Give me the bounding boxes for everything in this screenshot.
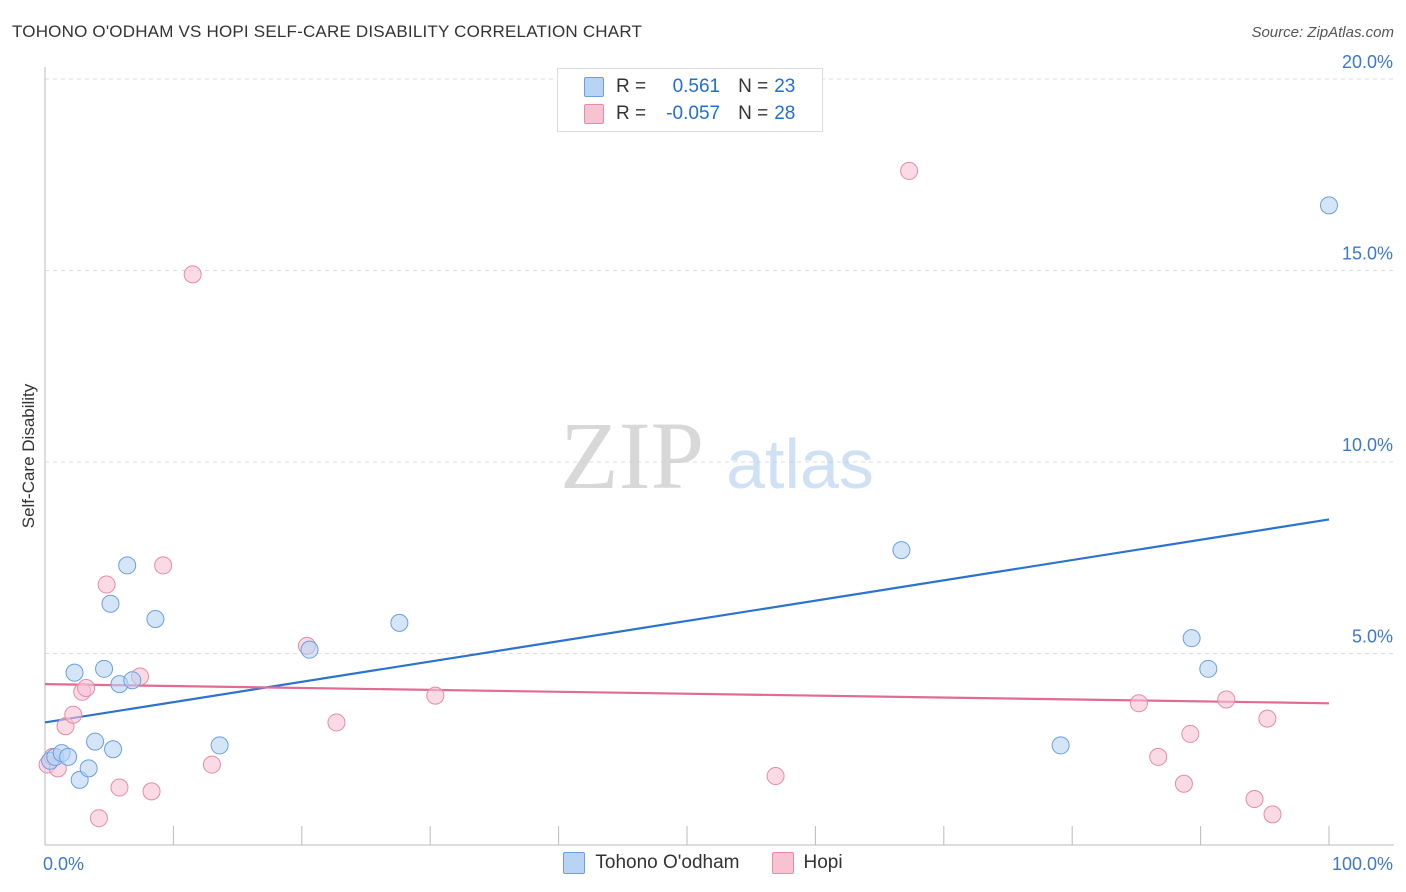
legend-swatch-hopi [584,104,604,124]
series-swatch-hopi [771,852,794,874]
legend-n-value-tohono: 23 [774,76,796,97]
point-tohono [101,594,120,613]
point-tohono [210,736,229,755]
legend-row-tohono: R = 0.561 N = 23 [584,74,795,100]
point-tohono [79,759,98,778]
point-hopi [1149,747,1168,766]
y-tick-label: 15.0% [1342,244,1393,264]
point-hopi [110,778,129,797]
series-name-hopi: Hopi [803,852,843,873]
point-hopi [1258,709,1277,728]
chart-title: TOHONO O'ODHAM VS HOPI SELF-CARE DISABIL… [12,22,643,41]
series-swatch-tohono [563,852,586,874]
point-tohono [65,663,84,682]
correlation-legend: R = 0.561 N = 23 R = -0.057 N = 28 [557,68,823,132]
legend-r-value-hopi: -0.057 [666,103,721,124]
y-tick-label: 5.0% [1352,627,1393,647]
point-tohono [1199,659,1218,678]
point-tohono [1051,736,1070,755]
trend-line-hopi [44,683,1330,705]
point-tohono [118,556,137,575]
point-tohono [104,740,123,759]
point-hopi [1263,805,1282,824]
point-hopi [1245,790,1264,809]
axis-layer [44,67,1394,846]
point-tohono [390,613,409,632]
point-tohono [86,732,105,751]
point-tohono [300,640,319,659]
x-tick-label: 0.0% [43,854,84,874]
watermark-atlas: atlas [726,425,874,503]
point-hopi [1181,724,1200,743]
point-hopi [154,556,173,575]
point-hopi [1174,774,1193,793]
point-hopi [97,575,116,594]
series-legend: Tohono O'odham Hopi [0,852,1406,874]
point-hopi [1129,694,1148,713]
legend-n-label: N = [738,76,769,97]
point-tohono [892,541,911,560]
point-hopi [1217,690,1236,709]
point-hopi [64,705,83,724]
legend-r-label: R = [616,103,647,124]
watermark-zip: ZIP [560,402,704,509]
watermark: ZIP atlas [560,402,874,509]
point-hopi [142,782,161,801]
legend-n-label: N = [738,103,769,124]
point-tohono [1182,629,1201,648]
point-hopi [766,767,785,786]
point-tohono [59,747,78,766]
point-hopi [426,686,445,705]
grid-layer [45,78,1394,654]
legend-row-hopi: R = -0.057 N = 28 [584,101,795,127]
legend-r-label: R = [616,76,647,97]
source-label: Source: ZipAtlas.com [1251,24,1394,41]
x-tick-label: 100.0% [1332,854,1393,874]
series-name-tohono: Tohono O'odham [595,852,740,873]
point-hopi [202,755,221,774]
y-axis-label: Self-Care Disability [19,383,38,528]
point-hopi [183,265,202,284]
legend-n-value-hopi: 28 [774,103,796,124]
point-hopi [77,678,96,697]
point-tohono [146,610,165,629]
label-layer: 5.0% 10.0% 15.0% 20.0% 0.0% 100.0% [43,52,1393,874]
y-tick-label: 10.0% [1342,435,1393,455]
legend-swatch-tohono [584,77,604,97]
y-tick-label: 20.0% [1342,52,1393,72]
series-legend-tohono[interactable]: Tohono O'odham [563,852,740,874]
point-hopi [89,809,108,828]
series-legend-hopi[interactable]: Hopi [771,852,843,874]
trend-layer [44,518,1330,724]
legend-r-value-tohono: 0.561 [672,76,721,97]
point-tohono [123,671,142,690]
point-hopi [900,161,919,180]
point-tohono [95,659,114,678]
point-tohono [1320,196,1338,215]
points-layer [38,161,1338,828]
point-hopi [327,713,346,732]
trend-line-tohono [44,518,1330,724]
